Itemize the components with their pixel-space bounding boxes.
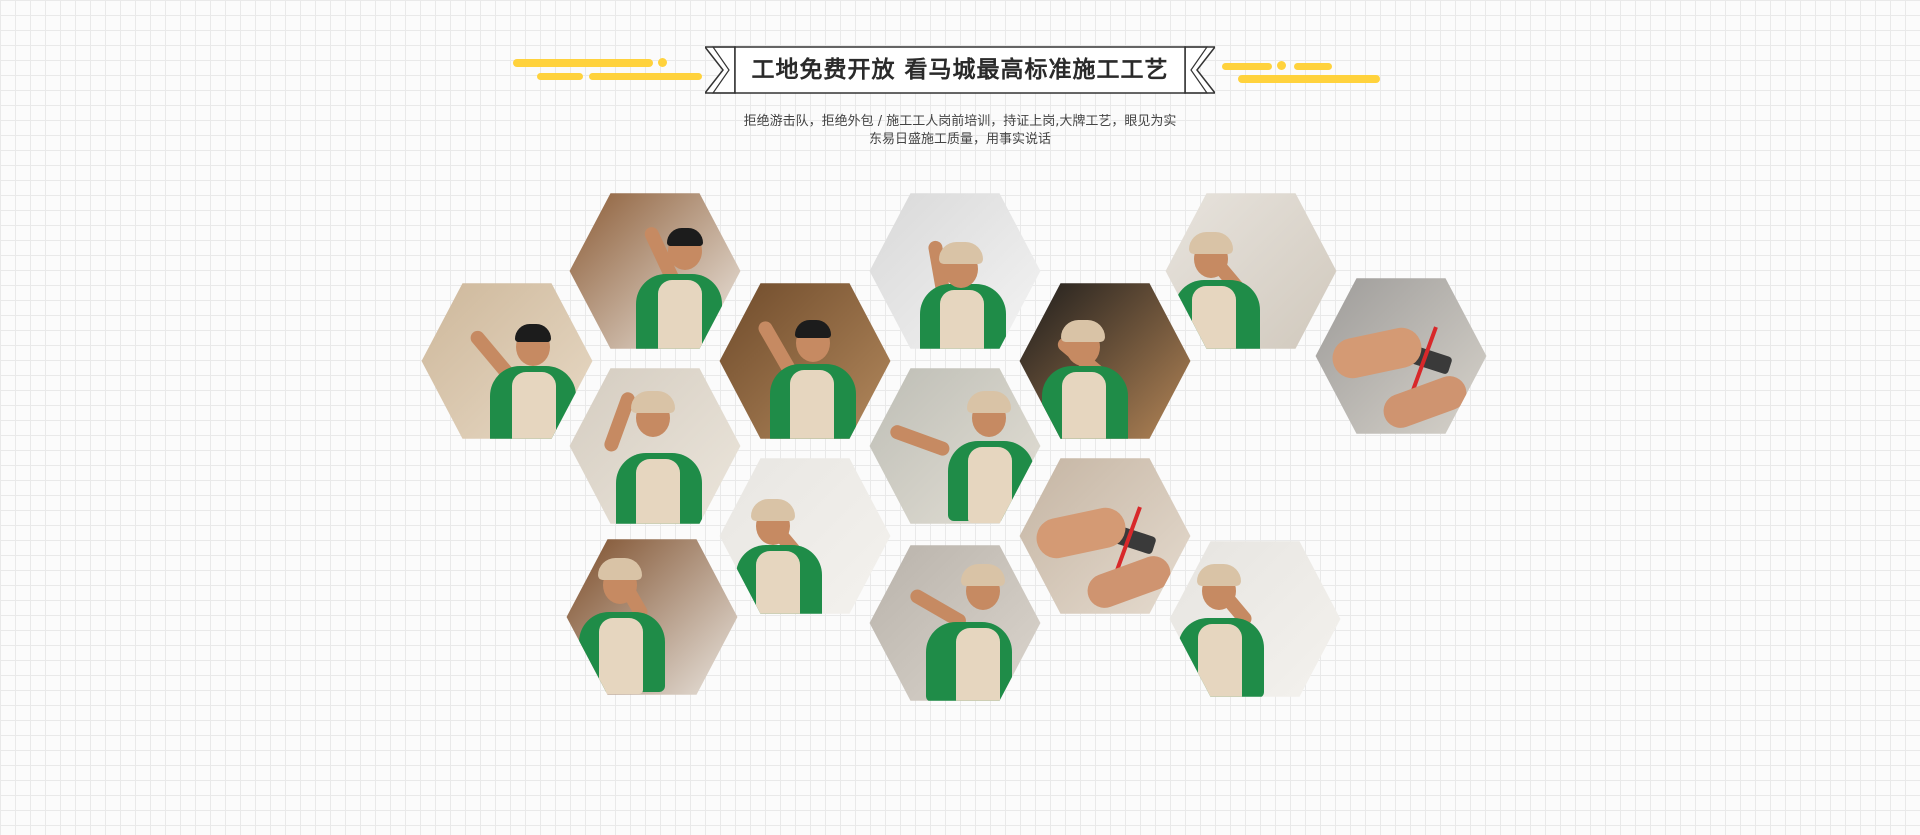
gallery-hex-worker-plastering[interactable] <box>719 283 891 439</box>
gallery-hex-worker-ceiling-wiring[interactable] <box>1165 193 1337 349</box>
gallery-hex-worker-plumbing[interactable] <box>869 545 1041 701</box>
subtitle-line-2: 东易日盛施工质量，用事实说话 <box>868 132 1051 147</box>
gallery-hex-worker-ceiling-reach[interactable] <box>569 193 741 349</box>
worker-vest <box>956 628 1000 701</box>
worker-vest <box>636 459 680 524</box>
worker-hair <box>515 324 551 342</box>
right-deco-bar-mid <box>1294 63 1332 70</box>
left-deco-bar-top <box>513 59 653 67</box>
worker-cap <box>961 564 1005 586</box>
right-deco-bar-short <box>1222 63 1272 70</box>
worker-vest <box>1198 624 1242 697</box>
gallery-hex-worker-tile-cutting[interactable] <box>869 368 1041 524</box>
gallery-hex-hands-wiring-box[interactable] <box>1315 278 1487 434</box>
worker-vest <box>1192 286 1236 349</box>
left-deco-dot <box>658 58 667 67</box>
worker-hair <box>667 228 703 246</box>
ribbon-frame-icon <box>705 46 1215 94</box>
left-deco-bar-short <box>537 73 583 80</box>
worker-cap <box>751 499 795 521</box>
gallery-hex-worker-ceiling-frame[interactable] <box>869 193 1041 349</box>
worker-cap <box>598 558 642 580</box>
worker-cap <box>967 391 1011 413</box>
page-title: 工地免费开放 看马城最高标准施工工艺 <box>751 57 1169 83</box>
left-deco-bar-bottom <box>589 73 702 80</box>
worker-cap <box>631 391 675 413</box>
gallery-hex-worker-socket-install[interactable] <box>719 458 891 614</box>
worker-vest <box>1062 372 1106 439</box>
worker-vest <box>658 280 702 349</box>
worker-vest <box>599 618 643 694</box>
worker-vest <box>940 290 984 349</box>
worker-cap <box>1061 320 1105 342</box>
title-banner: 工地免费开放 看马城最高标准施工工艺 <box>705 46 1215 94</box>
subtitle-line-1: 拒绝游击队，拒绝外包 / 施工工人岗前培训，持证上岗,大牌工艺，眼见为实 <box>743 114 1177 129</box>
worker-cap <box>939 242 983 264</box>
gallery-hex-hands-level-tool[interactable] <box>1019 458 1191 614</box>
gallery-hex-worker-tiling-wall[interactable] <box>421 283 593 439</box>
worker-vest <box>790 370 834 439</box>
gallery-hex-worker-switch-install[interactable] <box>1169 541 1341 697</box>
worker-vest <box>512 372 556 439</box>
worker-hair <box>795 320 831 338</box>
gallery-hex-worker-drilling[interactable] <box>569 368 741 524</box>
gallery-hex-worker-electrical-door[interactable] <box>1019 283 1191 439</box>
worker-vest <box>756 551 800 614</box>
right-deco-bar-bottom <box>1238 75 1380 83</box>
worker-cap <box>1197 564 1241 586</box>
worker-vest <box>968 447 1012 523</box>
worker-cap <box>1189 232 1233 254</box>
gallery-hex-worker-door-socket[interactable] <box>566 539 738 695</box>
right-deco-dot <box>1277 61 1286 70</box>
